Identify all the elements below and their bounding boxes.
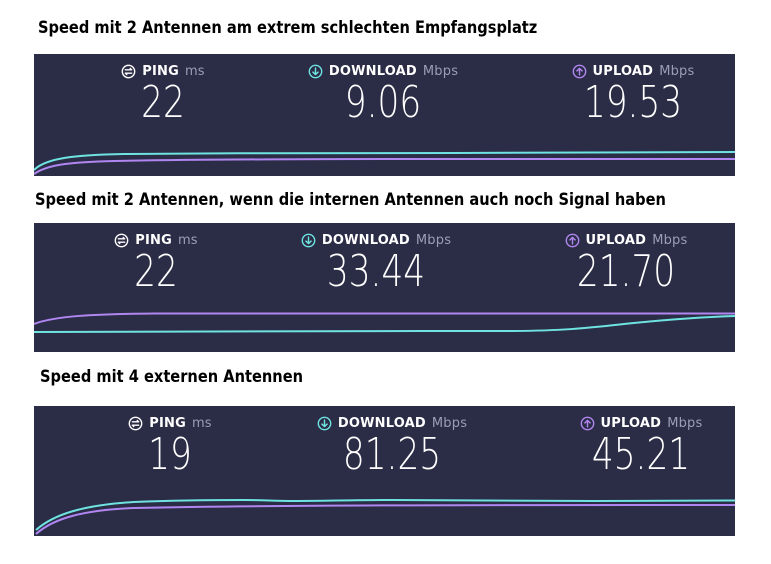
download-unit: Mbps <box>431 416 468 431</box>
download-header: DOWNLOAD Mbps <box>278 64 488 79</box>
download-unit: Mbps <box>422 64 459 79</box>
ping-label: PING <box>142 64 179 79</box>
throughput-graph <box>34 312 735 333</box>
upload-metric: UPLOAD Mbps 19.53 <box>528 64 735 127</box>
ping-unit: ms <box>177 233 198 248</box>
speedtest-panel-3: PING ms 19 DOWNLOAD Mbps 81.25 UPLOAD Mb… <box>34 406 735 536</box>
upload-graph-line <box>35 504 735 535</box>
ping-header: PING ms <box>58 64 268 79</box>
upload-metric: UPLOAD Mbps 45.21 <box>536 416 735 479</box>
throughput-graph <box>35 498 735 535</box>
ping-value: 19 <box>148 429 192 480</box>
download-value: 33.44 <box>326 246 426 297</box>
ping-header: PING ms <box>65 416 275 431</box>
upload-metric: UPLOAD Mbps 21.70 <box>521 233 731 296</box>
download-value: 81.25 <box>342 429 442 480</box>
caption-test-1: Speed mit 2 Antennen am extrem schlechte… <box>38 18 538 38</box>
ping-header: PING ms <box>51 233 261 248</box>
download-metric: DOWNLOAD Mbps 9.06 <box>278 64 488 127</box>
ping-gauge-icon <box>121 64 136 79</box>
download-unit: Mbps <box>415 233 452 248</box>
upload-value: 19.53 <box>583 77 683 128</box>
ping-gauge-icon <box>128 416 143 431</box>
download-metric: DOWNLOAD Mbps 81.25 <box>287 416 497 479</box>
ping-label: PING <box>135 233 172 248</box>
download-arrow-icon <box>301 233 316 248</box>
upload-graph-line <box>34 158 735 175</box>
ping-metric: PING ms 22 <box>51 233 261 296</box>
download-arrow-icon <box>308 64 323 79</box>
upload-value: 21.70 <box>576 246 676 297</box>
upload-header: UPLOAD Mbps <box>521 233 731 248</box>
download-graph-line <box>34 315 735 333</box>
upload-label: UPLOAD <box>600 416 662 431</box>
speedtest-panel-2: PING ms 22 DOWNLOAD Mbps 33.44 UPLOAD Mb… <box>34 223 735 352</box>
download-header: DOWNLOAD Mbps <box>271 233 481 248</box>
upload-unit: Mbps <box>667 416 703 431</box>
ping-value: 22 <box>141 77 185 128</box>
download-label: DOWNLOAD <box>337 416 426 431</box>
ping-label: PING <box>149 416 186 431</box>
upload-graph-line <box>34 312 735 325</box>
download-label: DOWNLOAD <box>328 64 417 79</box>
ping-metric: PING ms 22 <box>58 64 268 127</box>
upload-arrow-icon <box>565 233 579 248</box>
ping-unit: ms <box>184 64 205 79</box>
upload-header: UPLOAD Mbps <box>528 64 735 79</box>
throughput-graph <box>34 151 735 175</box>
upload-header: UPLOAD Mbps <box>536 416 735 431</box>
upload-arrow-icon <box>572 64 586 79</box>
download-value: 9.06 <box>344 77 422 128</box>
upload-unit: Mbps <box>652 233 688 248</box>
ping-unit: ms <box>191 416 212 431</box>
upload-value: 45.21 <box>591 429 691 480</box>
download-label: DOWNLOAD <box>321 233 410 248</box>
download-arrow-icon <box>317 416 332 431</box>
caption-test-3: Speed mit 4 externen Antennen <box>40 367 304 387</box>
ping-value: 22 <box>134 246 178 297</box>
caption-test-2: Speed mit 2 Antennen, wenn die internen … <box>35 190 666 210</box>
download-metric: DOWNLOAD Mbps 33.44 <box>271 233 481 296</box>
ping-metric: PING ms 19 <box>65 416 275 479</box>
upload-label: UPLOAD <box>585 233 647 248</box>
ping-gauge-icon <box>114 233 129 248</box>
upload-label: UPLOAD <box>592 64 654 79</box>
download-header: DOWNLOAD Mbps <box>287 416 497 431</box>
upload-arrow-icon <box>580 416 594 431</box>
upload-unit: Mbps <box>659 64 695 79</box>
download-graph-line <box>34 151 735 171</box>
speedtest-panel-1: PING ms 22 DOWNLOAD Mbps 9.06 UPLOAD Mbp… <box>34 54 735 176</box>
download-graph-line <box>35 498 735 531</box>
